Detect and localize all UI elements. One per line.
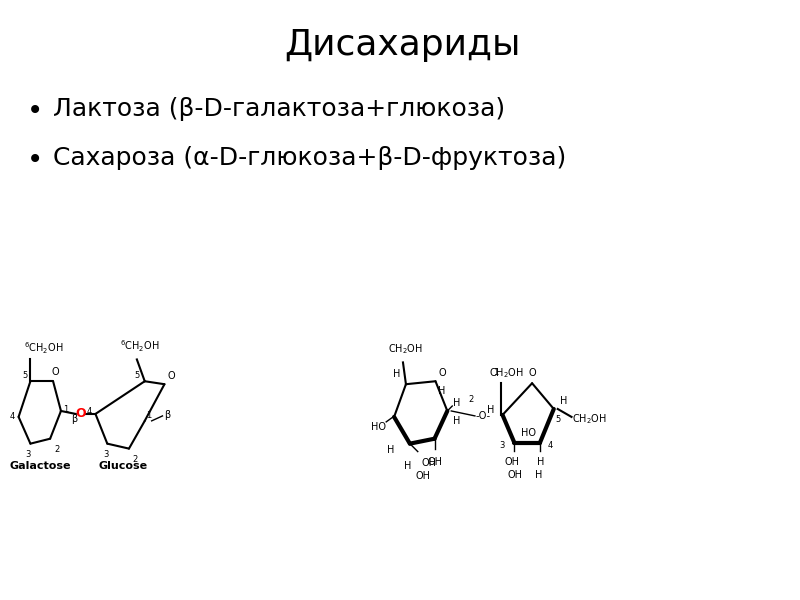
Text: 4: 4	[548, 441, 553, 450]
Text: H: H	[393, 370, 400, 379]
Text: HO: HO	[371, 422, 386, 432]
Text: H: H	[454, 398, 461, 408]
Text: 2: 2	[54, 445, 59, 454]
Text: $^6$CH$_2$OH: $^6$CH$_2$OH	[25, 341, 64, 356]
Text: O: O	[51, 367, 59, 377]
Text: Лактоза (β-D-галактоза+глюкоза): Лактоза (β-D-галактоза+глюкоза)	[53, 97, 506, 121]
Text: 1: 1	[63, 406, 68, 415]
Text: 3: 3	[104, 449, 109, 458]
Text: OH: OH	[508, 470, 523, 481]
Text: Сахароза (α-D-глюкоза+β-D-фруктоза): Сахароза (α-D-глюкоза+β-D-фруктоза)	[53, 146, 566, 170]
Text: Galactose: Galactose	[10, 461, 71, 472]
Text: OH: OH	[415, 472, 430, 481]
Text: O: O	[167, 371, 175, 381]
Text: Дисахариды: Дисахариды	[285, 28, 522, 62]
Text: OH: OH	[427, 457, 442, 467]
Text: O: O	[438, 368, 446, 378]
Text: O: O	[75, 407, 86, 421]
Text: 2: 2	[468, 395, 474, 404]
Text: β: β	[165, 410, 170, 420]
Text: CH$_2$OH: CH$_2$OH	[489, 367, 524, 380]
Text: H: H	[438, 386, 446, 396]
Text: H: H	[454, 416, 461, 426]
Text: HO: HO	[521, 428, 536, 438]
Text: H: H	[535, 470, 542, 481]
Text: $^6$CH$_2$OH: $^6$CH$_2$OH	[120, 339, 160, 355]
Text: H: H	[560, 396, 567, 406]
Text: OH: OH	[505, 457, 520, 467]
Text: 3: 3	[499, 441, 505, 450]
Text: 3: 3	[26, 449, 31, 458]
Text: H: H	[538, 457, 545, 467]
Text: H: H	[487, 405, 494, 415]
Text: 5: 5	[22, 371, 27, 380]
Text: 4: 4	[86, 407, 91, 416]
Text: 1: 1	[146, 411, 151, 420]
Text: 4: 4	[10, 412, 14, 421]
Text: 1: 1	[494, 368, 498, 377]
Text: CH$_2$OH: CH$_2$OH	[571, 412, 606, 426]
Text: •: •	[26, 97, 42, 125]
Text: OH: OH	[422, 458, 437, 467]
Text: 5: 5	[556, 415, 561, 424]
Text: 2: 2	[132, 455, 137, 464]
Text: -O-: -O-	[476, 411, 491, 421]
Text: H: H	[387, 445, 395, 455]
Text: O: O	[528, 368, 536, 378]
Text: •: •	[26, 146, 42, 175]
Text: H: H	[404, 461, 411, 472]
Text: 5: 5	[134, 371, 140, 380]
Text: Glucose: Glucose	[98, 461, 148, 472]
Text: β: β	[71, 414, 77, 424]
Text: CH$_2$OH: CH$_2$OH	[388, 343, 423, 356]
